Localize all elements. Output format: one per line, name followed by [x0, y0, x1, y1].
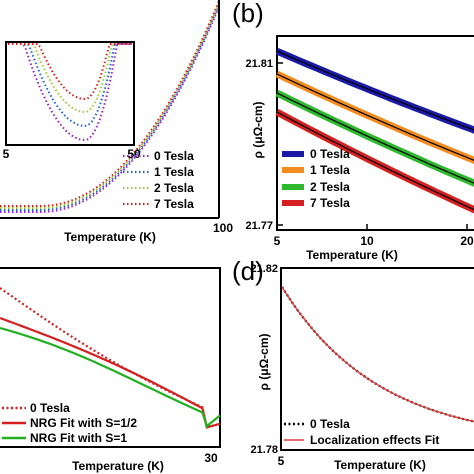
- panel-b-ticks: [276, 62, 468, 230]
- panel-b-y-tick-21.81: 21.81: [245, 58, 273, 70]
- panel-b-fit-2: [276, 92, 474, 184]
- panel-c-x-tick-30: 30: [204, 451, 218, 465]
- inset-x-tick-50: 50: [127, 147, 141, 161]
- panel-a-curves: [0, 0, 220, 213]
- panel-b-fit-1: [276, 73, 474, 161]
- panel-b-ylabel: ρ (μΩ-cm): [251, 101, 265, 158]
- panel-a-series-0: [0, 6, 220, 213]
- inset-frame: [5, 41, 135, 146]
- panel-a-series-3: [0, 0, 220, 207]
- panel-d-series-0: [281, 286, 474, 423]
- panel-c-legend: 0 Tesla NRG Fit with S=1/2 NRG Fit with …: [2, 401, 137, 445]
- legend-c-label-0: 0 Tesla: [30, 401, 70, 415]
- panel-c-frame: [0, 267, 221, 448]
- legend-a-label-1: 1 Tesla: [154, 165, 194, 179]
- inset-curves: [8, 43, 132, 142]
- legend-a-label-0: 0 Tesla: [154, 149, 194, 163]
- panel-d-curves: [281, 286, 474, 423]
- panel-a-series-1: [0, 4, 220, 211]
- panel-d: (d) 21.82 21.78 5 Temperature (K) ρ (μΩ-…: [232, 256, 474, 472]
- legend-d-label-1: Localization effects Fit: [310, 433, 439, 447]
- panel-c-xlabel: Temperature (K): [72, 459, 164, 473]
- panel-c-series-2: [0, 326, 221, 429]
- panel-b-curves: [275, 47, 474, 214]
- panel-a-x-tick: 100: [213, 221, 233, 235]
- inset-series-1: [8, 43, 132, 128]
- panel-a-series-2: [0, 2, 220, 209]
- panel-a-legend: 0 Tesla 1 Tesla 2 Tesla 7 Tesla: [123, 149, 194, 211]
- panel-d-legend: 0 Tesla Localization effects Fit: [284, 417, 439, 447]
- panel-d-ylabel: ρ (μΩ-cm): [257, 333, 271, 390]
- legend-a-label-3: 7 Tesla: [154, 197, 194, 211]
- panel-d-frame: [280, 267, 474, 451]
- inset-series-3: [8, 43, 132, 101]
- panel-c: 30 Temperature (K) 0 Tesla NRG Fit with …: [0, 267, 221, 473]
- inset-x-tick-5: 5: [3, 147, 10, 161]
- panel-b-label: (b): [232, 0, 264, 28]
- panel-d-series-1: [281, 286, 474, 423]
- panel-b-x-tick-5: 5: [274, 234, 281, 248]
- panel-b-x-tick-10: 10: [360, 234, 374, 248]
- panel-d-x-tick-5: 5: [278, 454, 285, 468]
- panel-b-fit-0: [276, 50, 474, 131]
- legend-b-label-1: 1 Tesla: [310, 163, 350, 177]
- panel-b: (b) 21.81 21.77 5 10 20 Temperature (K) …: [232, 0, 474, 262]
- panel-c-curves: [0, 287, 221, 429]
- legend-b-label-3: 7 Tesla: [310, 196, 350, 210]
- legend-c-label-2: NRG Fit with S=1: [30, 431, 127, 445]
- panel-b-y-tick-21.77: 21.77: [245, 220, 273, 232]
- panel-c-series-1: [0, 316, 221, 429]
- panel-d-label: (d): [232, 256, 264, 286]
- panel-a-xlabel: Temperature (K): [64, 230, 156, 244]
- legend-d-label-0: 0 Tesla: [310, 417, 350, 431]
- panel-d-y-tick-21.78: 21.78: [250, 444, 278, 456]
- legend-b-label-0: 0 Tesla: [310, 147, 350, 161]
- legend-b-label-2: 2 Tesla: [310, 180, 350, 194]
- panel-b-frame: [276, 35, 474, 231]
- panel-c-series-0: [0, 287, 221, 429]
- panel-a-inset: 5 50: [3, 41, 141, 161]
- panel-b-fit-3: [276, 111, 474, 211]
- panel-b-xlabel: Temperature (K): [306, 248, 398, 262]
- panel-d-xlabel: Temperature (K): [334, 458, 426, 472]
- panel-d-y-tick-21.82: 21.82: [250, 263, 278, 275]
- legend-a-label-2: 2 Tesla: [154, 181, 194, 195]
- legend-c-label-1: NRG Fit with S=1/2: [30, 416, 137, 430]
- panel-b-x-tick-20: 20: [460, 234, 474, 248]
- panel-b-legend: 0 Tesla 1 Tesla 2 Tesla 7 Tesla: [282, 147, 350, 210]
- panel-a: 100 Temperature (K) 5 50 0 Tesla 1 Tesla…: [0, 0, 233, 244]
